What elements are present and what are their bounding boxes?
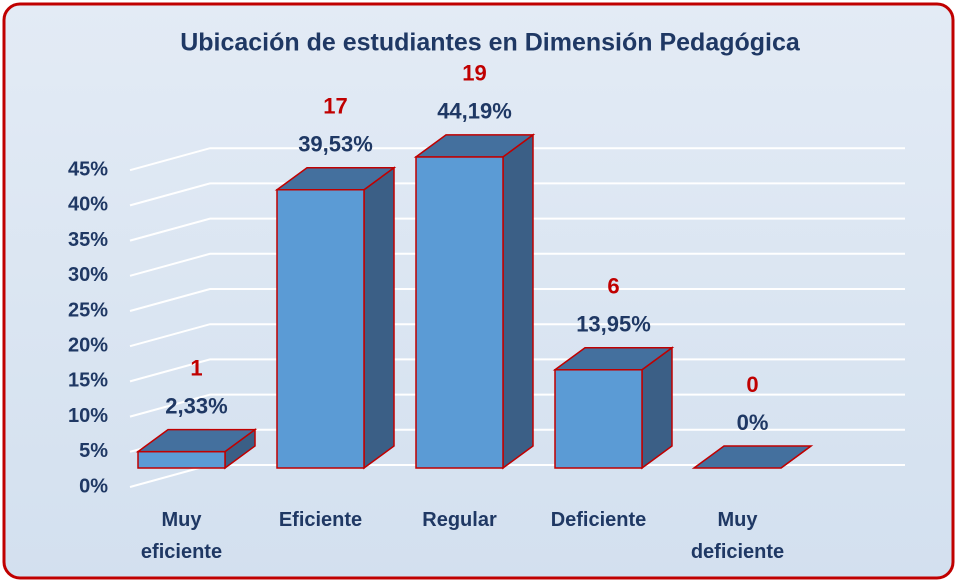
y-tick-label: 0%: [79, 475, 108, 497]
bar-top: [274, 166, 397, 191]
y-tick-label: 30%: [68, 264, 108, 286]
value-label: 44,19%: [437, 99, 512, 124]
bar-top: [691, 445, 814, 469]
y-tick-label: 35%: [68, 229, 108, 251]
grid-line: [129, 393, 905, 418]
grid-line: [129, 182, 905, 207]
x-tick-label: Deficiente: [550, 509, 647, 531]
grid-line: [129, 323, 905, 348]
count-label: 17: [323, 94, 347, 119]
grid-line: [129, 358, 905, 383]
grid-line: [129, 288, 905, 312]
bar-side: [363, 166, 395, 470]
x-tick-label: Regular: [422, 509, 497, 531]
y-tick-label: 15%: [68, 370, 108, 392]
bar: [554, 369, 643, 469]
bar-top: [413, 134, 536, 158]
grid-line: [129, 217, 905, 242]
count-label: 1: [190, 355, 202, 380]
x-tick-label: Muy deficiente: [690, 509, 785, 563]
bar-side: [502, 133, 534, 470]
bar: [415, 156, 504, 469]
count-label: 6: [607, 274, 619, 299]
y-tick-label: 5%: [79, 440, 108, 462]
grid-line: [129, 252, 905, 277]
value-label: 2,33%: [165, 393, 227, 418]
bar: [137, 450, 226, 469]
bar: [276, 188, 365, 469]
grid-line: [129, 147, 905, 172]
y-tick-label: 45%: [68, 158, 108, 180]
y-tick-label: 40%: [68, 194, 108, 216]
bar-top: [135, 428, 258, 453]
count-label: 19: [462, 61, 486, 86]
value-label: 39,53%: [298, 132, 373, 157]
bar-top: [552, 347, 675, 371]
count-label: 0: [746, 372, 758, 397]
y-tick-label: 20%: [68, 334, 108, 356]
value-label: 0%: [737, 410, 769, 435]
x-tick-label: Eficiente: [278, 509, 363, 531]
y-tick-label: 10%: [68, 405, 108, 427]
y-tick-label: 25%: [68, 299, 108, 321]
value-label: 13,95%: [576, 312, 651, 337]
chart-title: Ubicación de estudiantes en Dimensión Pe…: [180, 29, 801, 57]
x-tick-label: Muy eficiente: [140, 509, 223, 563]
